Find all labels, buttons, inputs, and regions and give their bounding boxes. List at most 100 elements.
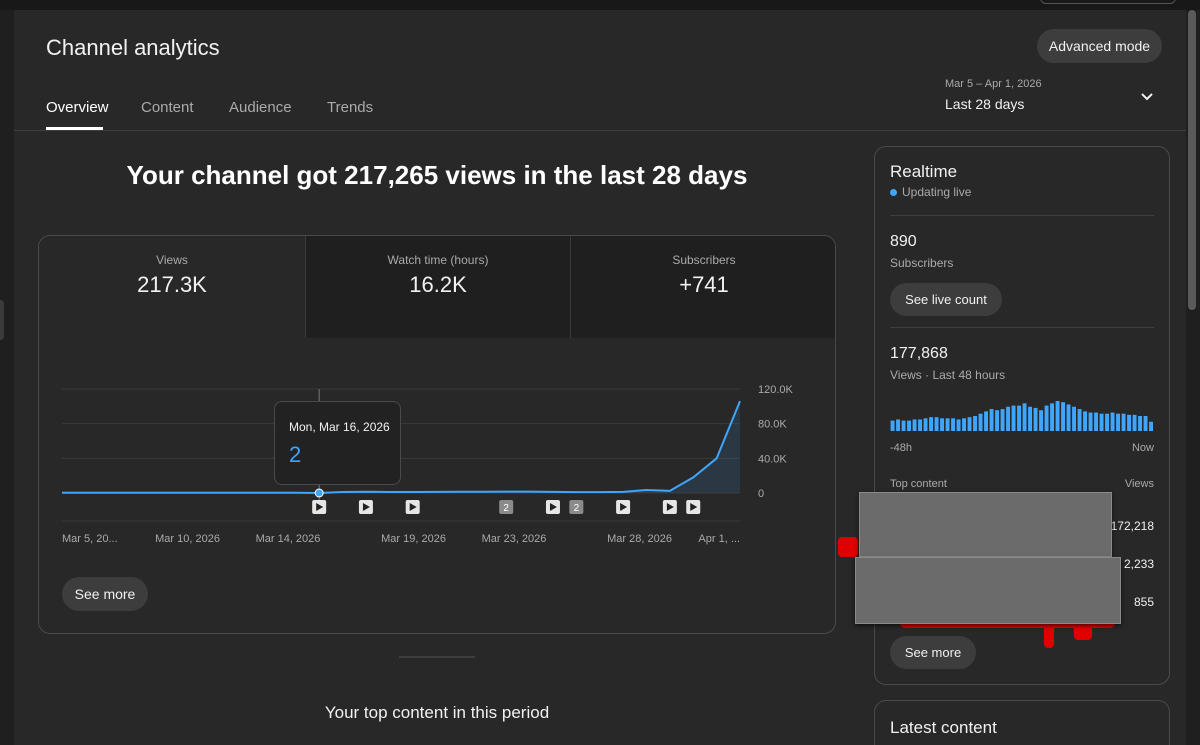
- redaction-scribble: [1044, 622, 1054, 648]
- y-tick-label: 0: [758, 488, 764, 500]
- realtime-bar: [1028, 406, 1032, 431]
- see-more-button[interactable]: See more: [62, 577, 148, 611]
- realtime-bar: [967, 417, 972, 431]
- metric-value: 16.2K: [409, 272, 467, 297]
- page-title: Channel analytics: [46, 35, 220, 60]
- x-tick-label: Mar 10, 2026: [155, 533, 220, 545]
- upload-count-label: 2: [574, 503, 580, 514]
- x-tick-label: Mar 14, 2026: [256, 533, 321, 545]
- realtime-see-more-button[interactable]: See more: [890, 636, 976, 669]
- realtime-bar: [1132, 414, 1137, 431]
- date-range-picker[interactable]: Mar 5 – Apr 1, 2026 Last 28 days: [945, 78, 1165, 120]
- drawer-handle[interactable]: [0, 300, 4, 340]
- play-icon: [316, 503, 324, 511]
- realtime-bar: [1127, 414, 1131, 431]
- realtime-bar: [1116, 413, 1120, 431]
- realtime-bar: [973, 416, 977, 431]
- realtime-bar: [1000, 409, 1005, 431]
- realtime-bar: [1011, 405, 1016, 431]
- chevron-down-icon: [1141, 93, 1153, 101]
- realtime-bar-chart: [890, 401, 1153, 431]
- redaction-block: [859, 492, 1112, 557]
- realtime-bar: [1077, 409, 1082, 431]
- see-live-count-button[interactable]: See live count: [890, 283, 1002, 316]
- hover-point: [314, 488, 324, 498]
- realtime-subscribers-value: 890: [890, 233, 917, 250]
- tab-trends[interactable]: Trends: [327, 99, 374, 116]
- play-icon: [666, 503, 674, 511]
- metric-tab-views[interactable]: Views 217.3K: [39, 236, 305, 338]
- x-tick-label: Apr 1, ...: [698, 533, 740, 545]
- realtime-views-value: 177,868: [890, 345, 948, 362]
- realtime-bar: [901, 420, 906, 431]
- redaction-scribble: [1074, 624, 1092, 640]
- date-range-dates: Mar 5 – Apr 1, 2026: [945, 78, 1042, 90]
- play-icon: [620, 503, 628, 511]
- tooltip-value: 2: [289, 442, 302, 467]
- views-column-label: Views: [1124, 478, 1154, 490]
- realtime-bar: [984, 411, 988, 431]
- top-content-row-views: 2,233: [1123, 557, 1154, 571]
- y-tick-label: 40.0K: [758, 453, 787, 465]
- metric-label: Watch time (hours): [387, 253, 489, 267]
- active-tab-indicator: [46, 127, 103, 130]
- realtime-bar: [1138, 416, 1142, 431]
- realtime-subscribers-label: Subscribers: [890, 256, 954, 270]
- realtime-status-text: Updating live: [902, 185, 972, 199]
- realtime-bar: [1088, 412, 1093, 431]
- realtime-bar: [890, 420, 895, 431]
- realtime-bar: [1061, 402, 1065, 431]
- realtime-status: Updating live: [890, 185, 971, 199]
- play-icon: [690, 503, 698, 511]
- realtime-bar: [1121, 413, 1126, 431]
- tooltip-date: Mon, Mar 16, 2026: [289, 420, 390, 434]
- y-tick-label: 120.0K: [758, 384, 794, 396]
- tab-overview[interactable]: Overview: [46, 99, 109, 116]
- x-tick-label: Mar 19, 2026: [381, 533, 446, 545]
- realtime-bar: [934, 417, 939, 431]
- play-icon: [409, 503, 417, 511]
- realtime-bar: [1050, 403, 1054, 431]
- advanced-mode-button[interactable]: Advanced mode: [1037, 29, 1162, 63]
- realtime-title: Realtime: [890, 162, 958, 181]
- realtime-bar: [929, 417, 933, 431]
- top-content-label: Top content: [890, 478, 947, 490]
- realtime-bar: [1055, 401, 1060, 431]
- metric-tab-subscribers[interactable]: Subscribers +741: [570, 236, 835, 338]
- views-headline: Your channel got 217,265 views in the la…: [126, 160, 748, 190]
- metric-value: +741: [679, 272, 729, 297]
- realtime-bar: [896, 419, 900, 431]
- realtime-bar: [1099, 413, 1104, 431]
- realtime-bar: [1094, 412, 1098, 431]
- metric-tab-watch-time[interactable]: Watch time (hours) 16.2K: [305, 236, 570, 338]
- realtime-bar: [962, 418, 966, 431]
- realtime-bar: [918, 419, 922, 431]
- divider: [890, 327, 1154, 328]
- play-icon: [549, 503, 557, 511]
- series-area: [62, 401, 740, 493]
- realtime-views-label: Views · Last 48 hours: [890, 368, 1006, 382]
- realtime-bar: [1066, 404, 1071, 431]
- tab-audience[interactable]: Audience: [229, 99, 292, 116]
- realtime-bar: [1017, 405, 1021, 431]
- realtime-bar: [945, 418, 950, 431]
- realtime-bar: [912, 419, 917, 431]
- scrollbar-thumb[interactable]: [1188, 10, 1196, 310]
- redaction-block: [855, 557, 1121, 624]
- realtime-bar: [1072, 406, 1076, 431]
- realtime-bar: [989, 409, 994, 431]
- upload-count-badge: [499, 500, 514, 514]
- realtime-bar: [1149, 421, 1153, 431]
- realtime-axis-start: -48h: [890, 442, 913, 454]
- realtime-bar: [1022, 403, 1027, 431]
- metric-value: 217.3K: [137, 272, 207, 297]
- top-strip-button[interactable]: [1040, 0, 1176, 4]
- top-content-row-views: 855: [1133, 595, 1154, 609]
- play-icon: [362, 503, 370, 511]
- divider: [890, 215, 1154, 216]
- x-tick-label: Mar 23, 2026: [482, 533, 547, 545]
- realtime-bar: [940, 418, 944, 431]
- tab-content[interactable]: Content: [141, 99, 194, 116]
- chart-tooltip: Mon, Mar 16, 2026 2: [274, 401, 401, 485]
- metric-label: Subscribers: [672, 253, 736, 267]
